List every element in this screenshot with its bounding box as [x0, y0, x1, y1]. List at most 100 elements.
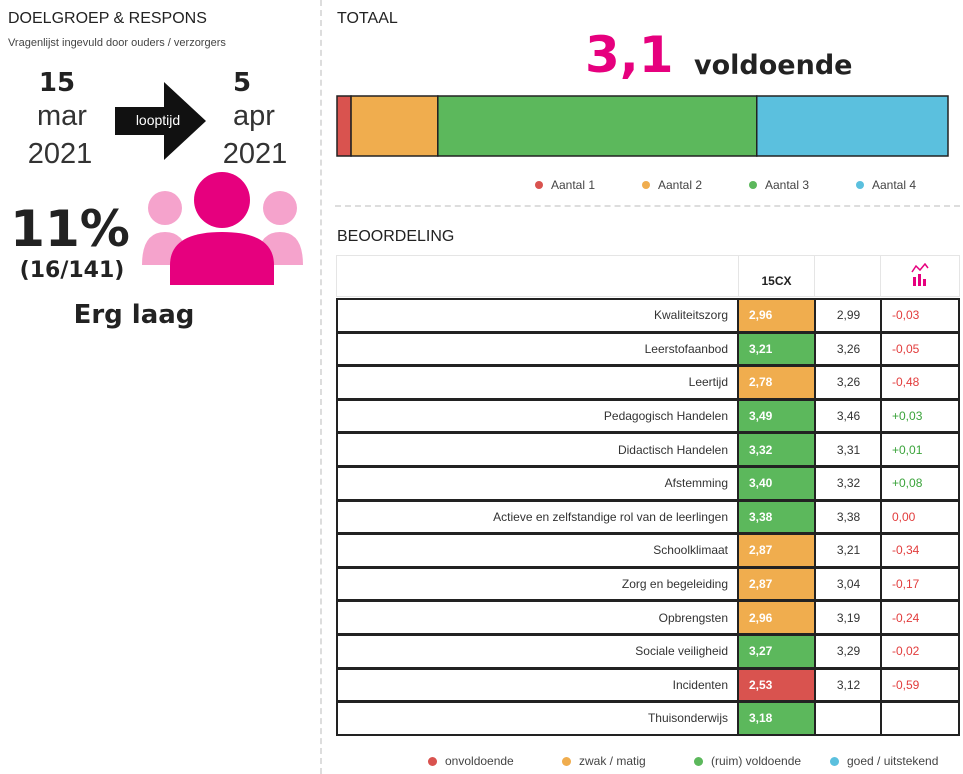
row-label: Pedagogisch Handelen [336, 398, 739, 434]
score-cell: 3,38 [739, 499, 816, 535]
legend-swatch [856, 181, 864, 189]
diff-cell: -0,03 [880, 298, 960, 333]
row-label: Leerstofaanbod [336, 331, 739, 367]
table-header [336, 255, 960, 297]
row-label: Sociale veiligheid [336, 634, 739, 669]
total-score-label: voldoende [694, 50, 853, 81]
diff-cell: -0,48 [880, 365, 960, 400]
legend-swatch [830, 756, 839, 766]
score-cell: 3,18 [739, 701, 816, 736]
legend-label: goed / uitstekend [847, 754, 939, 768]
legend-label: Aantal 2 [658, 178, 703, 192]
response-percentage: 11% [10, 200, 130, 258]
legend-item: Aantal 1 [535, 178, 595, 192]
compare-cell: 3,19 [816, 600, 881, 635]
legend-label: Aantal 3 [765, 178, 810, 192]
total-score: 3,1 [585, 26, 674, 84]
legend-label: Aantal 4 [872, 178, 917, 192]
score-cell: 3,40 [739, 466, 816, 501]
diff-cell: -0,24 [880, 600, 960, 635]
score-cell: 3,27 [739, 634, 816, 669]
response-verdict: Erg laag [73, 300, 195, 330]
stacked-bar-chart [336, 95, 949, 157]
compare-cell: 3,21 [816, 533, 881, 568]
diff-cell: -0,34 [880, 533, 960, 568]
bar-segment [336, 95, 352, 157]
compare-cell: 3,46 [816, 398, 881, 434]
start-year: 2021 [27, 138, 93, 170]
column-header: 15CX [761, 274, 792, 288]
compare-cell: 3,04 [816, 566, 881, 602]
row-label: Didactisch Handelen [336, 432, 739, 467]
people-icon [142, 172, 303, 285]
diff-cell: +0,01 [880, 432, 960, 467]
end-year: 2021 [222, 138, 288, 170]
legend-label: Aantal 1 [551, 178, 596, 192]
diff-cell [880, 701, 960, 736]
legend-item: Aantal 3 [749, 178, 809, 192]
score-cell: 2,87 [739, 533, 816, 568]
chart-title: TOTAAL [337, 10, 398, 27]
compare-cell: 2,99 [816, 298, 881, 333]
legend-item: (ruim) voldoende [694, 754, 801, 768]
score-cell: 3,32 [739, 432, 816, 467]
diff-cell: -0,05 [880, 331, 960, 367]
divider [320, 0, 322, 774]
score-cell: 3,21 [739, 331, 816, 367]
bar-segment [437, 95, 758, 157]
legend-item: Aantal 2 [642, 178, 702, 192]
legend-swatch [749, 181, 757, 189]
legend-item: goed / uitstekend [830, 754, 938, 768]
compare-cell: 3,38 [816, 499, 881, 535]
arrow-label: looptijd [135, 112, 181, 128]
legend-label: onvoldoende [445, 754, 514, 768]
diff-cell: +0,08 [880, 466, 960, 501]
row-label: Thuisonderwijs [336, 701, 739, 736]
header-cell [738, 255, 815, 297]
start-day: 15 [38, 68, 76, 98]
row-label: Schoolklimaat [336, 533, 739, 568]
diff-cell: 0,00 [880, 499, 960, 535]
trend-icon [911, 263, 929, 286]
bar-segment [350, 95, 439, 157]
score-cell: 2,87 [739, 566, 816, 602]
response-count: (16/141) [19, 258, 125, 283]
legend-swatch [642, 181, 650, 189]
legend-swatch [694, 756, 703, 766]
arrow-shape [115, 82, 206, 160]
divider [335, 205, 960, 207]
diff-cell: -0,59 [880, 667, 960, 703]
end-day: 5 [232, 68, 252, 98]
panel-title: DOELGROEP & RESPONS [8, 10, 207, 27]
compare-cell: 3,12 [816, 667, 881, 703]
bar-segment [756, 95, 949, 157]
row-label: Opbrengsten [336, 600, 739, 635]
header-cell [880, 255, 881, 297]
legend-swatch [562, 756, 571, 766]
score-cell: 2,78 [739, 365, 816, 400]
compare-cell: 3,29 [816, 634, 881, 669]
legend-item: zwak / matig [562, 754, 646, 768]
arrow [115, 82, 206, 160]
row-label: Zorg en begeleiding [336, 566, 739, 602]
legend-label: zwak / matig [579, 754, 646, 768]
legend-swatch [535, 181, 543, 189]
diff-cell: -0,02 [880, 634, 960, 669]
end-month: apr [233, 100, 275, 132]
compare-cell [816, 701, 881, 736]
row-label: Incidenten [336, 667, 739, 703]
compare-cell: 3,26 [816, 331, 881, 367]
legend-item: Aantal 4 [856, 178, 916, 192]
start-month: mar [37, 100, 87, 132]
row-label: Leertijd [336, 365, 739, 400]
panel-subtitle: Vragenlijst ingevuld door ouders / verzo… [8, 37, 226, 49]
legend-item: onvoldoende [428, 754, 514, 768]
table-title: BEOORDELING [337, 228, 455, 245]
score-cell: 2,96 [739, 600, 816, 635]
score-cell: 3,49 [739, 398, 816, 434]
diff-cell: +0,03 [880, 398, 960, 434]
row-label: Kwaliteitszorg [336, 298, 739, 333]
compare-cell: 3,26 [816, 365, 881, 400]
compare-cell: 3,32 [816, 466, 881, 501]
